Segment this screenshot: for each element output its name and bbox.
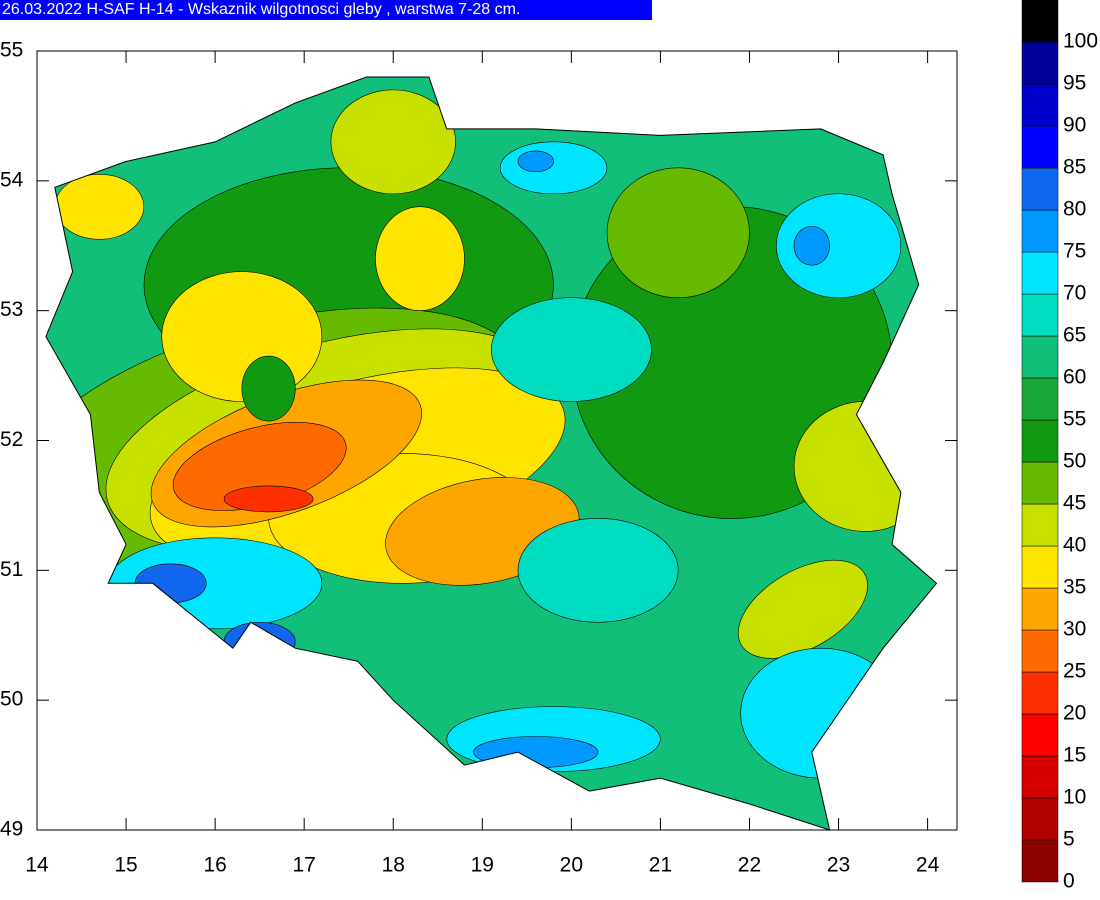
y-tick-label: 53 bbox=[0, 298, 23, 321]
colorbar-label: 75 bbox=[1063, 240, 1086, 263]
x-tick-label: 17 bbox=[293, 854, 316, 877]
colorbar-segment bbox=[1021, 629, 1059, 673]
colorbar-segment bbox=[1021, 545, 1059, 589]
colorbar-label: 70 bbox=[1063, 282, 1086, 305]
colorbar-label: 95 bbox=[1063, 72, 1086, 95]
contour-region bbox=[775, 193, 902, 299]
colorbar-segment bbox=[1021, 41, 1059, 85]
colorbar-segment bbox=[1021, 251, 1059, 295]
x-tick-label: 18 bbox=[382, 854, 405, 877]
contour-region bbox=[740, 647, 902, 779]
colorbar-label: 10 bbox=[1063, 786, 1086, 809]
contour-region bbox=[517, 518, 679, 623]
colorbar-label: 0 bbox=[1063, 870, 1075, 893]
contour-region bbox=[499, 141, 608, 195]
contour-region bbox=[517, 150, 554, 173]
colorbar-label: 65 bbox=[1063, 324, 1086, 347]
colorbar-label: 30 bbox=[1063, 618, 1086, 641]
colorbar-label: 90 bbox=[1063, 114, 1086, 137]
x-tick-label: 23 bbox=[827, 854, 850, 877]
colorbar-label: 5 bbox=[1063, 828, 1075, 851]
contour-region bbox=[793, 401, 937, 532]
x-tick-label: 21 bbox=[649, 854, 672, 877]
colorbar-label: 20 bbox=[1063, 702, 1086, 725]
colorbar-segment bbox=[1021, 419, 1059, 463]
x-tick-label: 22 bbox=[738, 854, 761, 877]
colorbar-segment bbox=[1021, 797, 1059, 841]
colorbar-label: 35 bbox=[1063, 576, 1086, 599]
colorbar-segment bbox=[1021, 713, 1059, 757]
colorbar-segment bbox=[1021, 503, 1059, 547]
colorbar-segment bbox=[1021, 335, 1059, 379]
x-tick-label: 16 bbox=[203, 854, 226, 877]
contour-region bbox=[223, 485, 314, 513]
y-tick-label: 49 bbox=[0, 818, 23, 841]
contour-region bbox=[490, 297, 652, 402]
x-tick-label: 14 bbox=[25, 854, 49, 877]
colorbar-segment bbox=[1021, 587, 1059, 631]
x-tick-label: 24 bbox=[916, 854, 940, 877]
colorbar-label: 40 bbox=[1063, 534, 1086, 557]
contour-region bbox=[606, 167, 750, 299]
colorbar-segment bbox=[1021, 755, 1059, 799]
colorbar-label: 45 bbox=[1063, 492, 1086, 515]
colorbar-segment bbox=[1021, 839, 1059, 883]
colorbar-label: 60 bbox=[1063, 366, 1086, 389]
colorbar-label: 55 bbox=[1063, 408, 1086, 431]
colorbar-label: 50 bbox=[1063, 450, 1086, 473]
title-background bbox=[0, 0, 652, 20]
colorbar-segment bbox=[1021, 125, 1059, 169]
colorbar-segment bbox=[1021, 293, 1059, 337]
colorbar-segment bbox=[1021, 461, 1059, 505]
contour-region bbox=[473, 736, 599, 769]
x-tick-label: 20 bbox=[560, 854, 583, 877]
colorbar-label: 25 bbox=[1063, 660, 1086, 683]
map-title: 26.03.2022 H-SAF H-14 - Wskaznik wilgotn… bbox=[2, 1, 520, 18]
country-border bbox=[45, 76, 938, 831]
colorbar-segment bbox=[1021, 377, 1059, 421]
contour-region bbox=[161, 271, 323, 402]
colorbar-label: 100 bbox=[1063, 30, 1098, 53]
contour-region bbox=[737, 559, 868, 659]
y-tick-label: 51 bbox=[0, 558, 23, 581]
x-tick-label: 15 bbox=[114, 854, 137, 877]
soil-moisture-field bbox=[45, 77, 937, 830]
colorbar-segment bbox=[1021, 0, 1059, 43]
y-tick-label: 52 bbox=[0, 428, 23, 451]
contour-region bbox=[330, 89, 456, 195]
colorbar-segment bbox=[1021, 671, 1059, 715]
y-tick-label: 55 bbox=[0, 39, 23, 62]
y-tick-label: 50 bbox=[0, 688, 23, 711]
x-tick-label: 19 bbox=[471, 854, 494, 877]
contour-region bbox=[793, 225, 830, 266]
contour-region bbox=[241, 355, 296, 422]
contour-region bbox=[375, 206, 465, 312]
contour-region bbox=[54, 174, 145, 240]
colorbar-segment bbox=[1021, 167, 1059, 211]
colorbar-label: 15 bbox=[1063, 744, 1086, 767]
colorbar-label: 85 bbox=[1063, 156, 1086, 179]
colorbar-label: 80 bbox=[1063, 198, 1086, 221]
y-tick-label: 54 bbox=[0, 168, 24, 191]
colorbar-segment bbox=[1021, 209, 1059, 253]
colorbar-segment bbox=[1021, 83, 1059, 127]
